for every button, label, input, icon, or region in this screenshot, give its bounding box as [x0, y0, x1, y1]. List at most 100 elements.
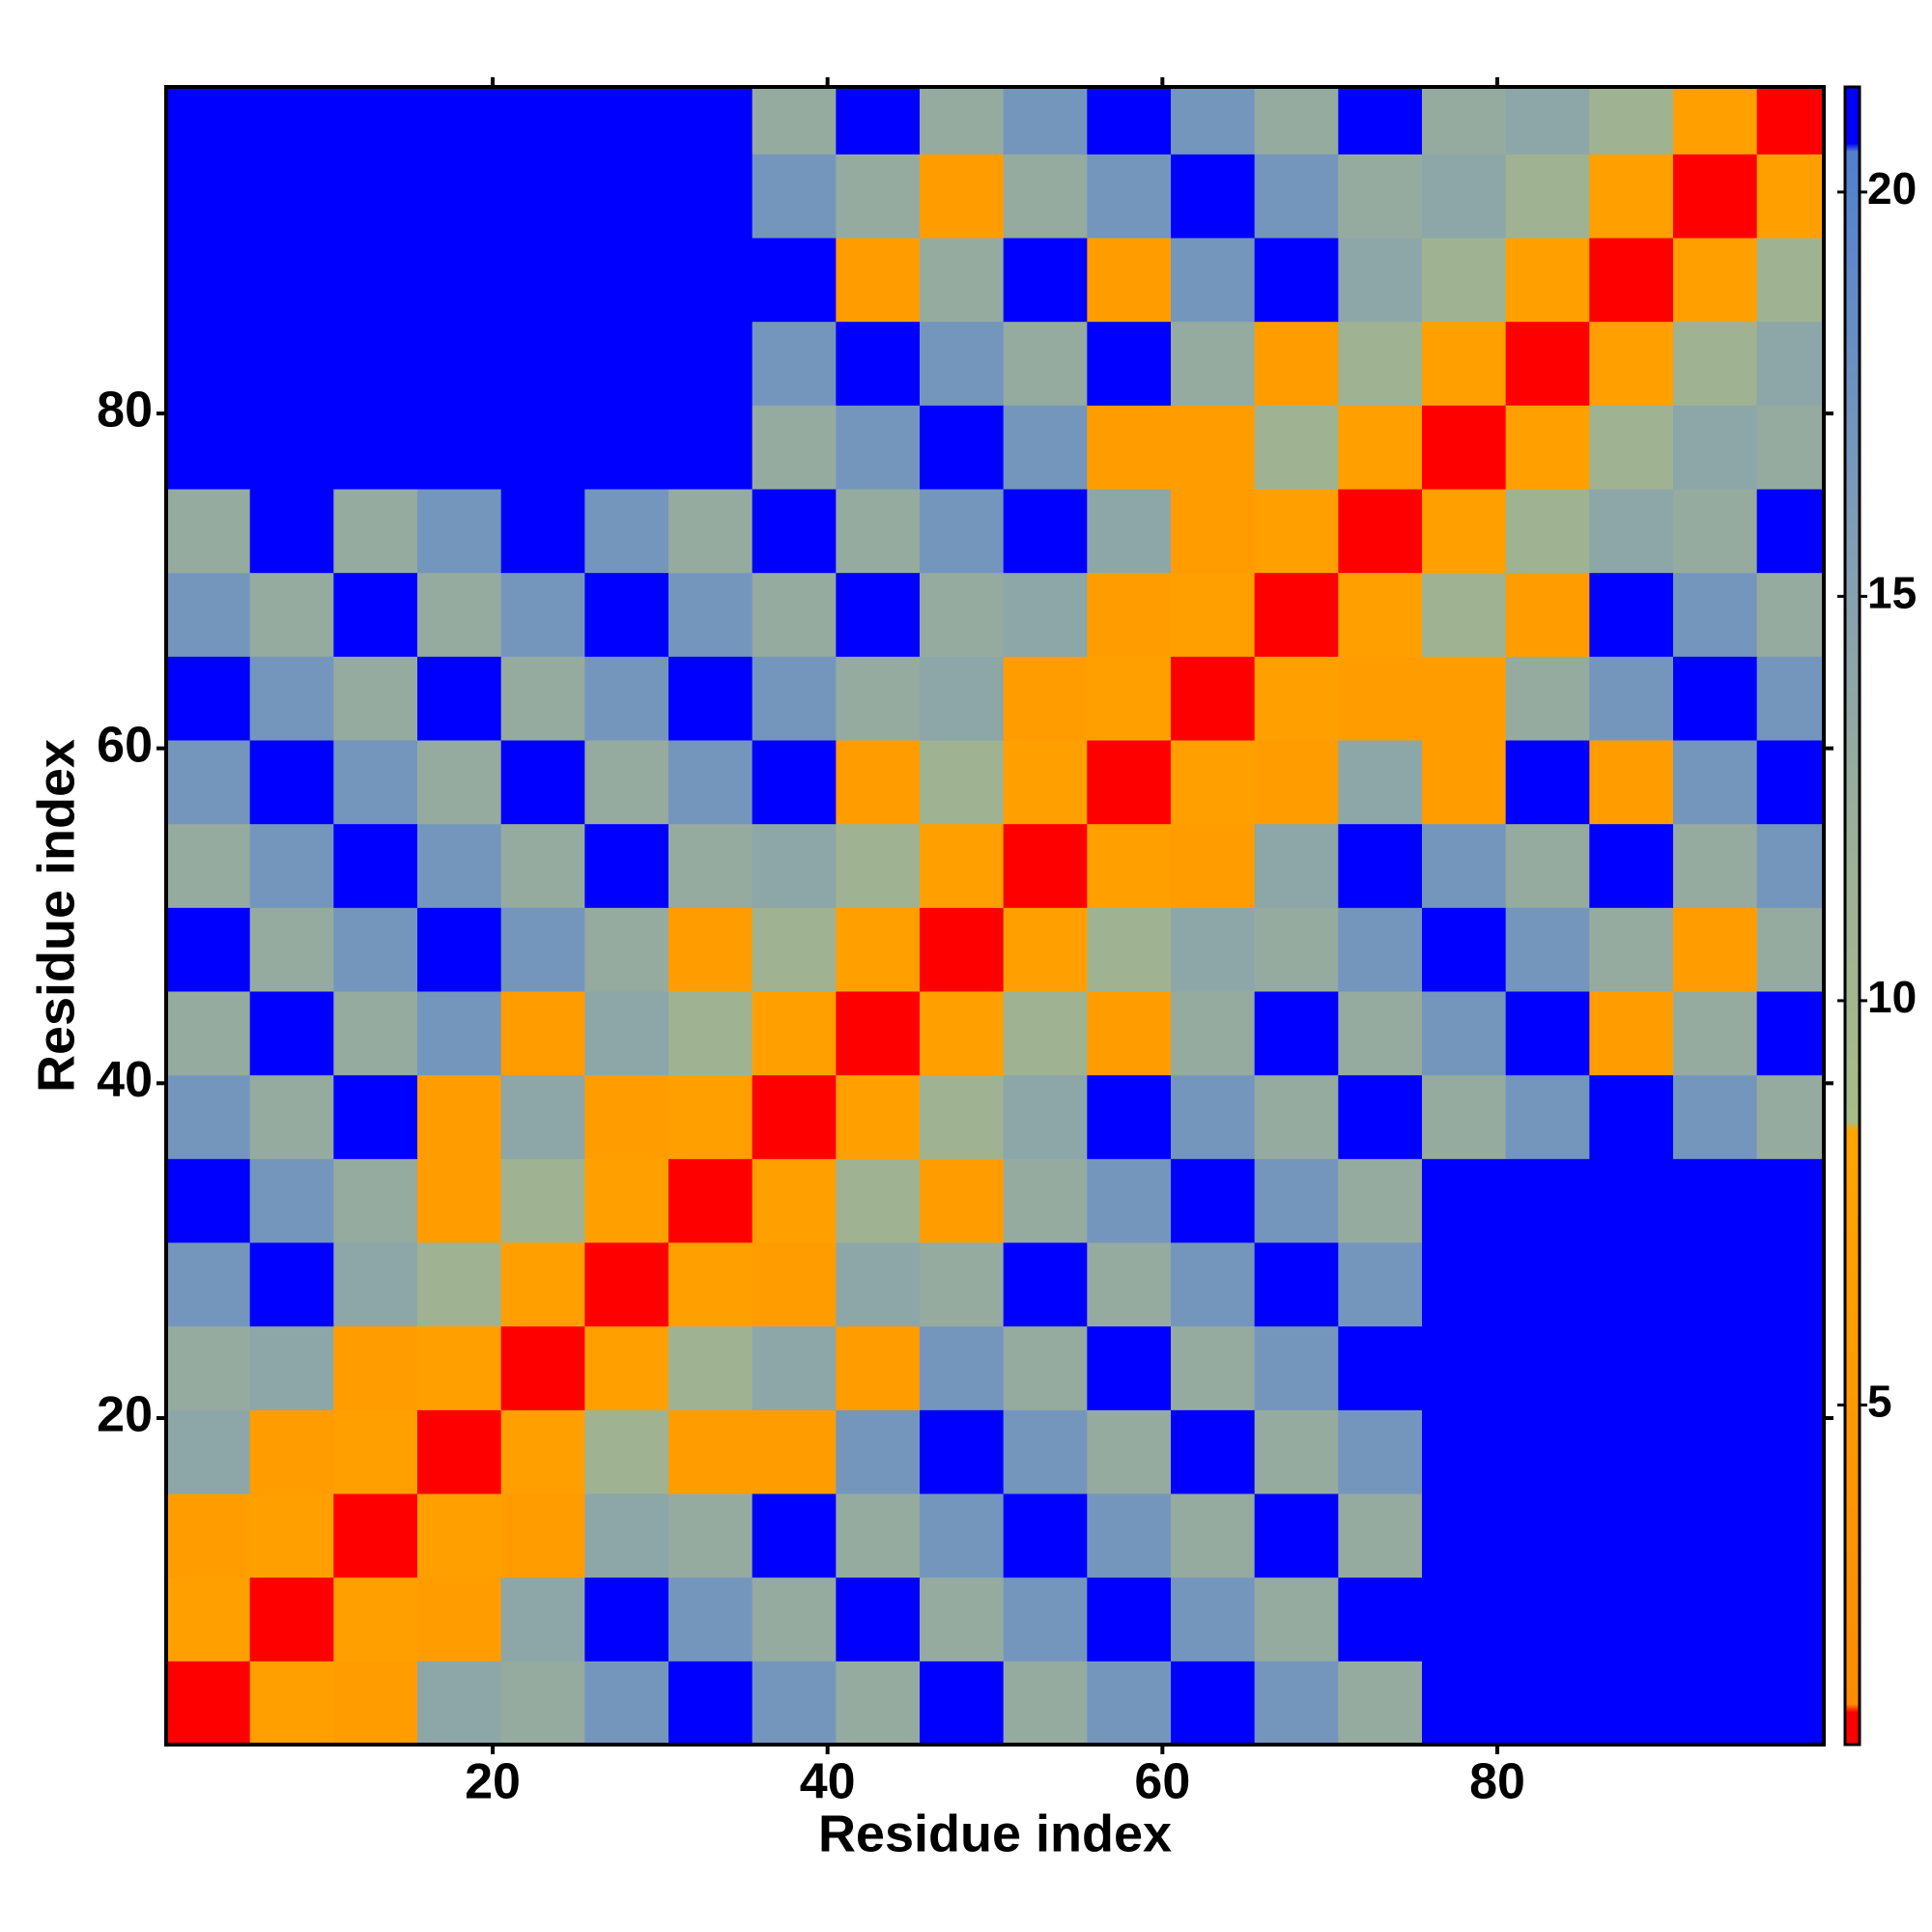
- y-tick-label: 80: [97, 383, 153, 439]
- heatmap-cell: [1505, 489, 1590, 574]
- heatmap-cell: [1673, 1409, 1758, 1494]
- heatmap-cell: [1003, 321, 1088, 406]
- heatmap-cell: [1171, 1493, 1256, 1578]
- heatmap-cell: [249, 1661, 334, 1746]
- heatmap-cell: [1673, 154, 1758, 239]
- heatmap-cell: [584, 1409, 669, 1494]
- heatmap-cell: [752, 572, 837, 657]
- colorbar-tick-label: 10: [1867, 972, 1917, 1022]
- heatmap-cell: [752, 1577, 837, 1662]
- heatmap-cell: [752, 1325, 837, 1410]
- heatmap-cell: [333, 321, 418, 406]
- heatmap-cell: [1505, 321, 1590, 406]
- heatmap-cell: [1589, 1074, 1674, 1159]
- heatmap-cell: [1087, 87, 1172, 155]
- heatmap-cell: [166, 238, 251, 323]
- heatmap-cell: [1087, 823, 1172, 908]
- heatmap-cell: [1422, 907, 1507, 992]
- heatmap-cell: [1338, 1493, 1423, 1578]
- heatmap-cell: [836, 1493, 921, 1578]
- y-axis-label: Residue index: [27, 739, 85, 1093]
- heatmap-cell: [836, 656, 921, 741]
- heatmap-cell: [333, 1577, 418, 1662]
- y-tick-label: 60: [97, 717, 153, 773]
- heatmap-cell: [1589, 572, 1674, 657]
- heatmap-cell: [1338, 1409, 1423, 1494]
- heatmap-cell: [1087, 1158, 1172, 1243]
- heatmap-cell: [668, 740, 753, 825]
- heatmap-cell: [584, 238, 669, 323]
- heatmap-cell: [500, 572, 585, 657]
- heatmap-cell: [417, 907, 502, 992]
- heatmap-cell: [333, 1661, 418, 1746]
- heatmap-cell: [1254, 238, 1339, 323]
- heatmap-cell: [500, 1577, 585, 1662]
- heatmap-cell: [1589, 907, 1674, 992]
- heatmap-cell: [1756, 1074, 1825, 1159]
- heatmap-cell: [1589, 1242, 1674, 1327]
- heatmap-cell: [1505, 572, 1590, 657]
- heatmap-cell: [752, 823, 837, 908]
- heatmap-cell: [1254, 991, 1339, 1076]
- heatmap-cell: [417, 823, 502, 908]
- heatmap-cell: [166, 405, 251, 490]
- heatmap-cell: [1589, 1325, 1674, 1410]
- heatmap-cell: [1254, 823, 1339, 908]
- heatmap-cell: [1589, 656, 1674, 741]
- heatmap-cell: [333, 656, 418, 741]
- heatmap-cell: [1422, 321, 1507, 406]
- heatmap-cell: [417, 1493, 502, 1578]
- heatmap-cell: [584, 489, 669, 574]
- heatmap-cell: [1673, 1158, 1758, 1243]
- heatmap-cell: [836, 823, 921, 908]
- heatmap-cell: [1171, 991, 1256, 1076]
- heatmap-cell: [836, 740, 921, 825]
- heatmap-cell: [668, 321, 753, 406]
- heatmap-cell: [333, 405, 418, 490]
- heatmap-cell: [1338, 154, 1423, 239]
- heatmap-cell: [836, 1325, 921, 1410]
- heatmap-cell: [1505, 1158, 1590, 1243]
- heatmap-cell: [1171, 1074, 1256, 1159]
- heatmap-cell: [500, 823, 585, 908]
- heatmap-cell: [1422, 87, 1507, 155]
- heatmap-cell: [417, 321, 502, 406]
- heatmap-cell: [1171, 1577, 1256, 1662]
- heatmap-cell: [1422, 1577, 1507, 1662]
- heatmap-cell: [584, 1242, 669, 1327]
- heatmap-cell: [166, 907, 251, 992]
- heatmap-cell: [1338, 87, 1423, 155]
- heatmap-cell: [920, 823, 1005, 908]
- heatmap-cell: [500, 1242, 585, 1327]
- heatmap-cell: [920, 1158, 1005, 1243]
- heatmap-cell: [1756, 1577, 1825, 1662]
- heatmap-cell: [920, 321, 1005, 406]
- heatmap-cell: [1338, 823, 1423, 908]
- heatmap-cell: [1003, 1661, 1088, 1746]
- heatmap-cell: [500, 1074, 585, 1159]
- heatmap-cell: [1003, 656, 1088, 741]
- heatmap-cell: [1673, 238, 1758, 323]
- heatmap-cell: [1422, 656, 1507, 741]
- colorbar-tick-label: 5: [1867, 1377, 1892, 1427]
- heatmap-cell: [1505, 238, 1590, 323]
- heatmap-cell: [249, 1242, 334, 1327]
- heatmap-cell: [1254, 740, 1339, 825]
- heatmap-cell: [1254, 87, 1339, 155]
- heatmap-cell: [417, 1409, 502, 1494]
- heatmap-cell: [166, 656, 251, 741]
- plot-frame: [164, 85, 1826, 1747]
- heatmap-cell: [249, 1074, 334, 1159]
- heatmap-cell: [1003, 1577, 1088, 1662]
- heatmap-cell: [333, 991, 418, 1076]
- heatmap-cell: [836, 87, 921, 155]
- heatmap-cell: [584, 1325, 669, 1410]
- heatmap-cell: [1505, 823, 1590, 908]
- heatmap-cell: [584, 1661, 669, 1746]
- heatmap-cell: [668, 405, 753, 490]
- heatmap-cell: [752, 991, 837, 1076]
- heatmap-cell: [1673, 991, 1758, 1076]
- heatmap-cell: [166, 87, 251, 155]
- heatmap-cell: [1673, 1577, 1758, 1662]
- heatmap-cell: [1003, 1325, 1088, 1410]
